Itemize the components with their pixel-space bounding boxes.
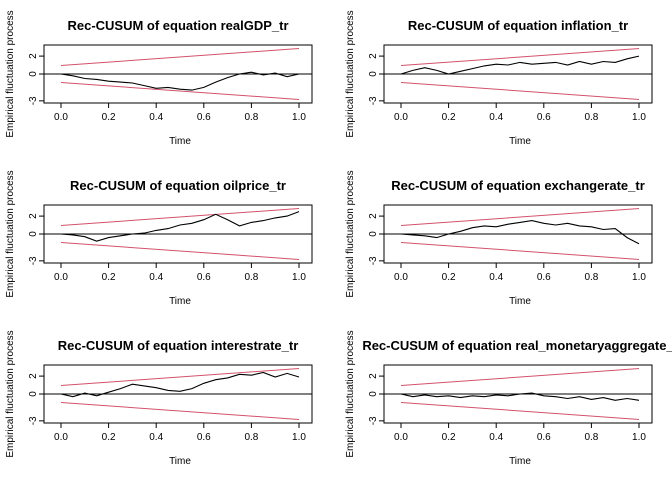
x-tick-label: 0.6 — [537, 272, 551, 283]
x-tick-label: 1.0 — [632, 432, 646, 443]
x-tick-label: 0.0 — [54, 112, 68, 123]
x-axis-label: Time — [509, 136, 531, 147]
chart-title: Rec-CUSUM of equation interestrate_tr — [58, 338, 299, 353]
x-tick-label: 0.4 — [489, 432, 503, 443]
y-axis-label: Empirical fluctuation process — [345, 330, 356, 457]
x-axis-label: Time — [509, 456, 531, 467]
x-tick-label: 0.0 — [394, 272, 408, 283]
x-tick-label: 0.0 — [54, 432, 68, 443]
x-tick-label: 1.0 — [292, 112, 306, 123]
x-tick-label: 0.0 — [394, 432, 408, 443]
cusum-series-line — [400, 392, 640, 401]
panel-5: Rec-CUSUM of equation interestrate_tr 0.0… — [5, 330, 313, 467]
y-tick-label: -3 — [28, 256, 39, 265]
lower-boundary-line — [400, 401, 640, 420]
x-tick-label: 0.6 — [197, 272, 211, 283]
y-tick-label: 0 — [28, 231, 39, 237]
x-tick-label: 0.4 — [489, 112, 503, 123]
y-tick-label: 2 — [368, 373, 379, 379]
cusum-series-line — [60, 371, 300, 398]
x-tick-label: 0.2 — [102, 112, 116, 123]
y-tick-label: 2 — [368, 53, 379, 59]
upper-boundary-line — [400, 208, 640, 227]
x-axis-label: Time — [169, 296, 191, 307]
x-tick-label: 0.8 — [584, 432, 598, 443]
y-tick-label: 0 — [368, 71, 379, 77]
x-tick-label: 0.2 — [102, 272, 116, 283]
cusum-series-line — [400, 220, 640, 245]
panel-3: Rec-CUSUM of equation oilprice_tr 0.0 0.2 0… — [5, 170, 313, 307]
y-axis-label: Empirical fluctuation process — [5, 10, 16, 137]
chart-title: Rec-CUSUM of equation realGDP_tr — [67, 18, 288, 33]
panel-6: Rec-CUSUM of equation real_monetaryaggre… — [345, 330, 672, 467]
y-axis-label: Empirical fluctuation process — [5, 330, 16, 457]
y-tick-label: 0 — [28, 391, 39, 397]
upper-boundary-line — [60, 208, 300, 227]
cusum-series-line — [60, 71, 300, 91]
x-tick-label: 0.4 — [149, 112, 163, 123]
y-tick-label: -3 — [368, 256, 379, 265]
x-tick-label: 0.6 — [197, 112, 211, 123]
y-tick-label: 0 — [368, 391, 379, 397]
lower-boundary-line — [400, 81, 640, 100]
x-axis-label: Time — [169, 136, 191, 147]
x-tick-label: 0.8 — [244, 432, 258, 443]
x-tick-label: 0.8 — [584, 112, 598, 123]
x-tick-label: 0.2 — [442, 272, 456, 283]
y-axis-label: Empirical fluctuation process — [345, 10, 356, 137]
y-tick-label: -3 — [28, 416, 39, 425]
y-tick-label: -3 — [368, 96, 379, 105]
cusum-series-line — [60, 211, 300, 242]
cusum-series-line — [400, 55, 640, 75]
upper-boundary-line — [400, 48, 640, 67]
x-axis-label: Time — [509, 296, 531, 307]
panel-1: Rec-CUSUM of equation realGDP_tr 0.0 0.2 0.… — [5, 10, 313, 147]
y-axis-label: Empirical fluctuation process — [5, 170, 16, 297]
lower-boundary-line — [60, 241, 300, 260]
x-tick-label: 1.0 — [292, 272, 306, 283]
chart-title: Rec-CUSUM of equation real_monetaryaggre… — [362, 338, 672, 353]
x-tick-label: 0.6 — [197, 432, 211, 443]
x-tick-label: 0.8 — [244, 272, 258, 283]
x-tick-label: 0.4 — [149, 432, 163, 443]
upper-boundary-line — [60, 368, 300, 387]
lower-boundary-line — [60, 81, 300, 100]
x-tick-label: 0.8 — [244, 112, 258, 123]
y-tick-label: 0 — [28, 71, 39, 77]
y-tick-label: 0 — [368, 231, 379, 237]
x-tick-label: 0.0 — [54, 272, 68, 283]
x-tick-label: 0.2 — [102, 432, 116, 443]
chart-title: Rec-CUSUM of equation oilprice_tr — [70, 178, 286, 193]
y-tick-label: 2 — [28, 53, 39, 59]
lower-boundary-line — [400, 241, 640, 260]
chart-title: Rec-CUSUM of equation exchangerate_tr — [391, 178, 645, 193]
y-tick-label: -3 — [28, 96, 39, 105]
panel-2: Rec-CUSUM of equation inflation_tr 0.0 0.2… — [345, 10, 653, 147]
y-tick-label: 2 — [28, 213, 39, 219]
y-tick-label: 2 — [368, 213, 379, 219]
y-axis-label: Empirical fluctuation process — [345, 170, 356, 297]
x-axis-label: Time — [169, 456, 191, 467]
x-tick-label: 0.2 — [442, 112, 456, 123]
chart-title: Rec-CUSUM of equation inflation_tr — [408, 18, 628, 33]
x-tick-label: 0.6 — [537, 432, 551, 443]
x-tick-label: 0.4 — [149, 272, 163, 283]
y-tick-label: 2 — [28, 373, 39, 379]
y-tick-label: -3 — [368, 416, 379, 425]
lower-boundary-line — [60, 401, 300, 420]
upper-boundary-line — [400, 368, 640, 387]
upper-boundary-line — [60, 48, 300, 67]
x-tick-label: 1.0 — [292, 432, 306, 443]
x-tick-label: 0.2 — [442, 432, 456, 443]
x-tick-label: 1.0 — [632, 112, 646, 123]
panel-4: Rec-CUSUM of equation exchangerate_tr 0.0… — [345, 170, 653, 307]
x-tick-label: 0.8 — [584, 272, 598, 283]
x-tick-label: 1.0 — [632, 272, 646, 283]
x-tick-label: 0.0 — [394, 112, 408, 123]
x-tick-label: 0.6 — [537, 112, 551, 123]
x-tick-label: 0.4 — [489, 272, 503, 283]
